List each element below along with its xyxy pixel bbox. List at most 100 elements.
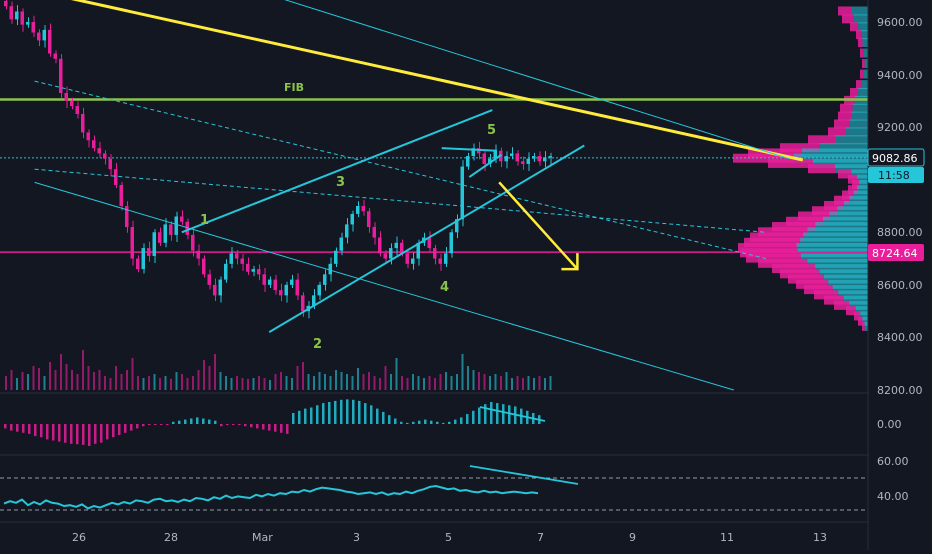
candle-body [114, 169, 118, 185]
volume-bar [38, 368, 40, 390]
candle-body [350, 213, 354, 225]
rsi-pane[interactable] [0, 465, 868, 511]
volume-profile-bar [851, 169, 868, 179]
countdown-badge-text: 11:58 [878, 169, 910, 182]
volume-profile-bar [842, 190, 854, 200]
candle-body [136, 258, 140, 270]
candle-body [42, 29, 46, 41]
momentum-bar [268, 424, 271, 431]
volume-bar [406, 378, 409, 390]
volume-profile-bar [814, 290, 839, 300]
candle-body [290, 279, 294, 285]
candle-body [268, 279, 272, 285]
volume-bar [65, 364, 68, 390]
momentum-bar [358, 400, 361, 424]
volume-bar [159, 378, 161, 390]
volume-profile-bar [864, 59, 868, 69]
momentum-bar [88, 424, 91, 446]
time-tick-label: 11 [720, 531, 734, 544]
rsi-divergence-line[interactable] [469, 465, 579, 485]
volume-bar [93, 372, 95, 390]
wave-label-4: 4 [440, 280, 449, 295]
volume-profile-bar [807, 227, 868, 237]
volume-profile-bar [834, 195, 850, 205]
momentum-bar [100, 424, 103, 443]
wedge-top-line[interactable] [441, 147, 497, 152]
momentum-bar [508, 405, 511, 424]
wedge-bottom-line[interactable] [468, 153, 503, 178]
volume-bar [98, 370, 101, 390]
volume-profile-bar [853, 14, 868, 24]
volume-profile-bar [840, 103, 853, 113]
momentum-bar [130, 424, 133, 431]
candle-body [273, 279, 277, 291]
volume-bar [500, 376, 502, 390]
volume-bar [82, 350, 84, 390]
momentum-bar [232, 424, 235, 425]
momentum-bar [262, 424, 265, 430]
yellow-forecast-arrow[interactable] [498, 181, 579, 270]
candle-body [526, 158, 530, 164]
time-tick-label: 7 [537, 531, 544, 544]
volume-profile-bar [857, 185, 868, 195]
momentum-bar [292, 413, 295, 424]
price-pane[interactable] [0, 0, 868, 391]
momentum-bar [496, 403, 499, 424]
rsi-tick-label: 60.00 [877, 455, 909, 468]
candle-body [543, 157, 547, 162]
momentum-bar [82, 424, 85, 445]
candle-body [411, 258, 415, 264]
descending-trendline[interactable] [35, 0, 804, 162]
volume-bar [384, 366, 387, 390]
momentum-bar [148, 424, 151, 426]
candle-body [301, 295, 305, 312]
volume-bar [346, 374, 348, 390]
channel-lower-line[interactable] [268, 144, 585, 334]
volume-bar [175, 372, 178, 390]
candle-body [339, 237, 343, 251]
candle-body [130, 227, 134, 259]
candle-body [218, 279, 222, 296]
dashed-trendline-lower[interactable] [34, 168, 767, 233]
price-tick-label: 8200.00 [877, 384, 923, 397]
time-axis[interactable]: 26 28 Mar 3 5 7 9 11 13 [72, 531, 827, 544]
candle-body [460, 166, 464, 220]
momentum-bar [4, 424, 7, 429]
time-tick-label: 3 [353, 531, 360, 544]
time-tick-label: 13 [813, 531, 827, 544]
momentum-bar [460, 417, 463, 424]
volume-bar [241, 378, 244, 390]
volume-bar [522, 378, 524, 390]
momentum-bar [406, 422, 409, 424]
candle-body [37, 32, 41, 41]
volume-bar [538, 376, 541, 390]
diagonal-lower-line[interactable] [34, 181, 734, 391]
candle-body [185, 221, 189, 235]
volume-profile-bar [858, 38, 863, 48]
channel-upper-line[interactable] [181, 109, 493, 234]
volume-bar [27, 374, 29, 390]
candle-body [31, 22, 35, 33]
volume-bar [307, 374, 310, 390]
volume-profile-bar [813, 158, 868, 168]
momentum-divergence-line[interactable] [479, 406, 546, 422]
momentum-bar [382, 411, 385, 424]
momentum-bar [220, 424, 223, 427]
candle-body [119, 184, 123, 206]
candle-body [532, 156, 536, 159]
momentum-pane[interactable] [4, 399, 546, 446]
horizontal-level-badge: 8724.64 [868, 244, 924, 261]
candle-body [152, 232, 156, 256]
candle-body [53, 53, 57, 59]
volume-profile-bar [780, 269, 820, 279]
candle-body [240, 258, 244, 264]
candle-body [235, 253, 239, 259]
volume-bar [280, 372, 282, 390]
volume-bar [318, 372, 321, 390]
volume-profile-bar [798, 211, 830, 221]
momentum-bar [208, 419, 211, 424]
volume-bar [516, 376, 519, 390]
diagonal-upper-line[interactable] [214, 0, 790, 160]
